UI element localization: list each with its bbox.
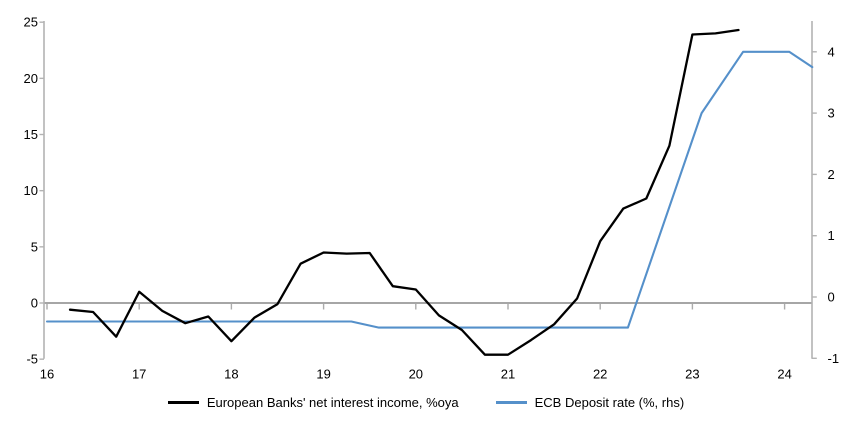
right-axis-tick-label: 4: [828, 44, 835, 59]
legend-item-nii: European Banks' net interest income, %oy…: [167, 395, 459, 410]
left-axis-tick-label: 15: [24, 127, 38, 142]
x-axis-labels: 16 17 18 19 20 21 22 23 24: [40, 367, 792, 382]
left-axis-tick-label: 25: [24, 15, 38, 30]
series-line-nii: [68, 28, 740, 356]
x-axis-tick-label: 18: [224, 367, 238, 382]
nii-line-swatch-icon: [167, 401, 199, 404]
left-axis-tick-label: 10: [24, 183, 38, 198]
x-axis-tick-label: 22: [593, 367, 607, 382]
right-axis-tick-label: 1: [828, 228, 835, 243]
series-line-ecb-deposit-rate: [45, 50, 814, 329]
legend-label-nii: European Banks' net interest income, %oy…: [206, 395, 459, 410]
legend-label-ecb: ECB Deposit rate (%, rhs): [534, 395, 685, 410]
x-axis-tick-label: 16: [40, 367, 54, 382]
x-axis-tick-label: 20: [409, 367, 423, 382]
left-axis-tick-label: 0: [31, 296, 38, 311]
left-axis: 25 20 15 10 5 0 -5: [24, 15, 45, 367]
left-axis-tick-label: 20: [24, 71, 38, 86]
right-axis-tick-label: -1: [828, 351, 840, 366]
x-axis-tick-label: 24: [777, 367, 791, 382]
x-axis-tick-label: 21: [501, 367, 515, 382]
left-axis-tick-label: -5: [26, 352, 38, 367]
x-axis-tick-label: 17: [132, 367, 146, 382]
x-axis-tick-label: 23: [685, 367, 699, 382]
right-axis: 4 3 2 1 0 -1: [811, 21, 840, 366]
left-axis-tick-label: 5: [31, 239, 38, 254]
ecb-line-swatch-icon: [495, 401, 527, 404]
right-axis-tick-label: 0: [828, 290, 835, 305]
right-axis-tick-label: 3: [828, 106, 835, 121]
x-axis-tick-label: 19: [316, 367, 330, 382]
chart-legend: European Banks' net interest income, %oy…: [0, 395, 852, 410]
right-axis-tick-label: 2: [828, 167, 835, 182]
legend-item-ecb: ECB Deposit rate (%, rhs): [495, 395, 685, 410]
